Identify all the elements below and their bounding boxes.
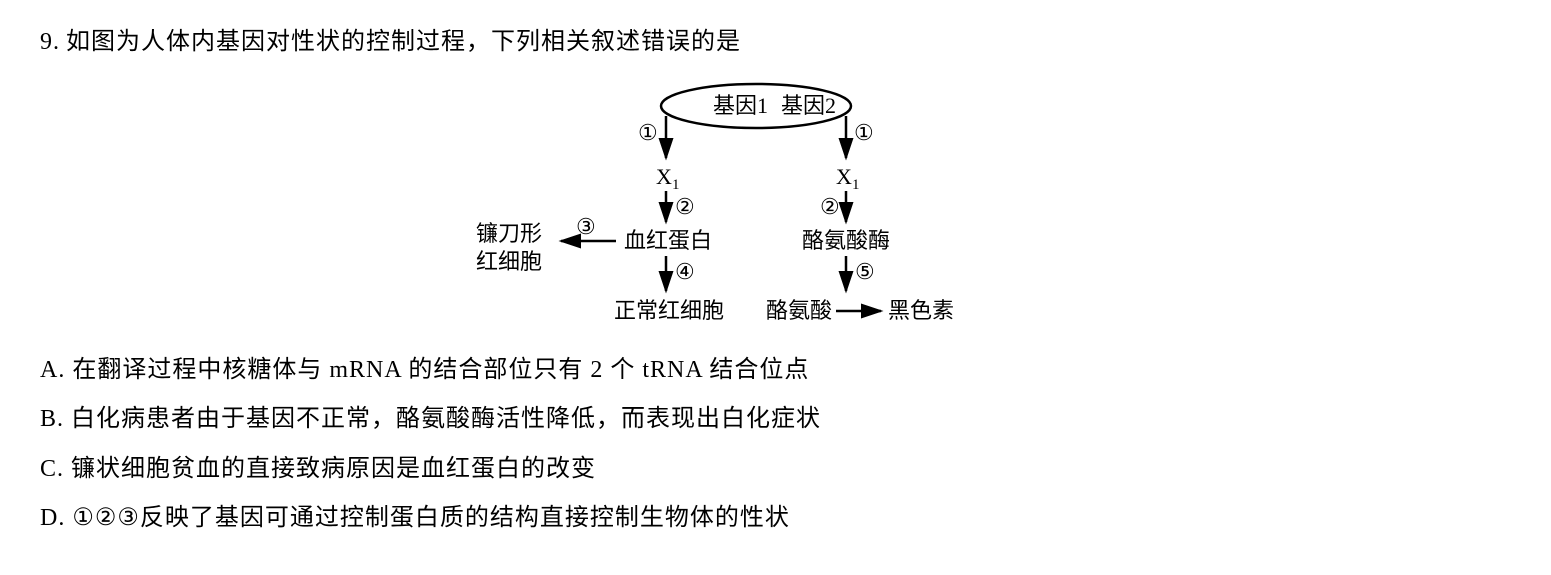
circled-2-left: ② xyxy=(675,194,695,219)
question-text: 如图为人体内基因对性状的控制过程，下列相关叙述错误的是 xyxy=(66,29,741,55)
question-number: 9. xyxy=(40,29,60,55)
gene1-label: 基因1 xyxy=(713,93,768,118)
circled-4: ④ xyxy=(675,259,695,284)
tyrosinase-label: 酪氨酸酶 xyxy=(802,228,890,253)
melanin-label: 黑色素 xyxy=(888,298,954,323)
x1-left: X xyxy=(656,164,672,189)
circled-1-left: ① xyxy=(638,120,658,145)
diagram-svg: 基因1 基因2 ① X 1 ② 血红蛋白 ③ 镰刀形 红细胞 ④ 正常红细胞 ①… xyxy=(466,76,1086,336)
normal-label: 正常红细胞 xyxy=(614,298,724,323)
hemoglobin-label: 血红蛋白 xyxy=(624,228,712,253)
circled-2-right: ② xyxy=(820,194,840,219)
sickle-line2: 红细胞 xyxy=(476,249,542,274)
gene2-label: 基因2 xyxy=(781,93,836,118)
question-line: 9.如图为人体内基因对性状的控制过程，下列相关叙述错误的是 xyxy=(40,20,1511,66)
option-a: A. 在翻译过程中核糖体与 mRNA 的结合部位只有 2 个 tRNA 结合位点 xyxy=(40,348,1511,394)
option-b: B. 白化病患者由于基因不正常，酪氨酸酶活性降低，而表现出白化症状 xyxy=(40,397,1511,443)
circled-5: ⑤ xyxy=(855,259,875,284)
sickle-line1: 镰刀形 xyxy=(476,221,542,246)
x1-right: X xyxy=(836,164,852,189)
option-d: D. ①②③反映了基因可通过控制蛋白质的结构直接控制生物体的性状 xyxy=(40,496,1511,542)
tyrosine-label: 酪氨酸 xyxy=(766,298,832,323)
circled-3: ③ xyxy=(576,214,596,239)
circled-1-right: ① xyxy=(854,120,874,145)
diagram-container: 基因1 基因2 ① X 1 ② 血红蛋白 ③ 镰刀形 红细胞 ④ 正常红细胞 ①… xyxy=(40,76,1511,336)
x1-right-sub: 1 xyxy=(852,177,860,193)
options-list: A. 在翻译过程中核糖体与 mRNA 的结合部位只有 2 个 tRNA 结合位点… xyxy=(40,348,1511,542)
option-c: C. 镰状细胞贫血的直接致病原因是血红蛋白的改变 xyxy=(40,447,1511,493)
x1-left-sub: 1 xyxy=(672,177,680,193)
